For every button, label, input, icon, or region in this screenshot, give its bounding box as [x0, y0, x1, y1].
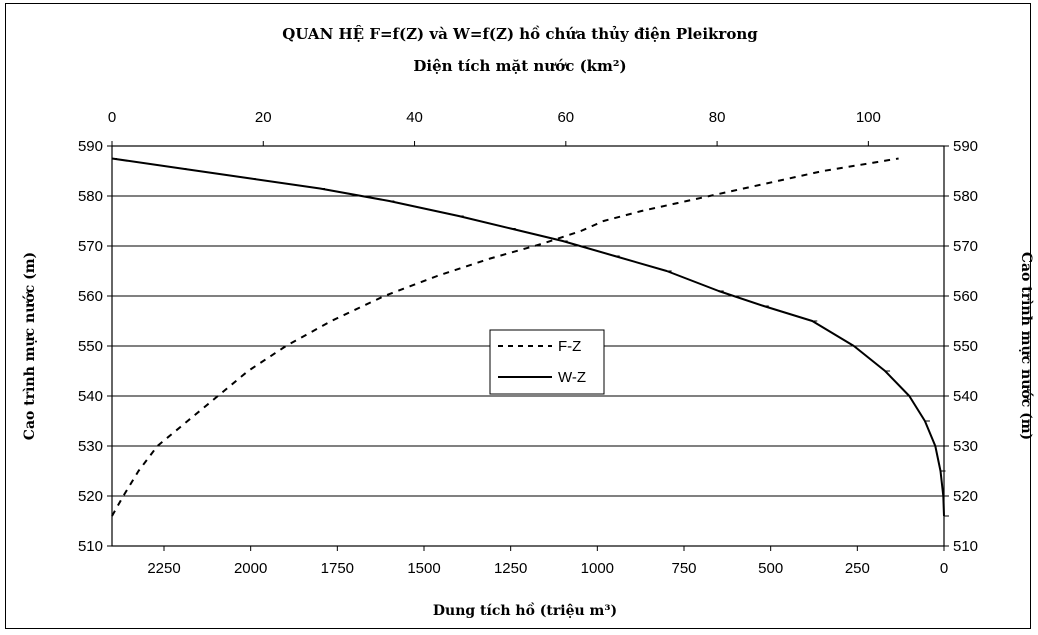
legend: F-Z W-Z	[489, 329, 605, 395]
y-right-tick-label: 510	[953, 538, 978, 555]
x-bottom-tick-label: 250	[845, 560, 870, 577]
x-bottom-tick-label: 1750	[321, 560, 354, 577]
x-bottom-tick-label: 500	[758, 560, 783, 577]
x-bottom-tick-label: 750	[671, 560, 696, 577]
y-left-tick-label: 580	[78, 188, 103, 205]
y-right-tick-label: 520	[953, 488, 978, 505]
x-bottom-tick-label: 1250	[494, 560, 527, 577]
x-top-tick-label: 40	[406, 109, 423, 126]
y-left-tick-label: 540	[78, 388, 103, 405]
y-left-tick-label: 520	[78, 488, 103, 505]
legend-box	[489, 329, 605, 395]
y-right-tick-label: 550	[953, 338, 978, 355]
y-left-tick-label: 560	[78, 288, 103, 305]
y-left-tick-label: 530	[78, 438, 103, 455]
x-bottom-tick-label: 2250	[147, 560, 180, 577]
x-bottom-axis-label: Dung tích hồ (triệu m³)	[433, 602, 617, 619]
y-right-tick-label: 530	[953, 438, 978, 455]
y-left-tick-label: 550	[78, 338, 103, 355]
chart-title: QUAN HỆ F=f(Z) và W=f(Z) hồ chứa thủy đi…	[282, 25, 758, 43]
y-right-tick-label: 580	[953, 188, 978, 205]
x-bottom-tick-label: 1000	[581, 560, 614, 577]
y-right-tick-label: 540	[953, 388, 978, 405]
y-left-tick-label: 570	[78, 238, 103, 255]
series-lines	[111, 157, 949, 517]
x-bottom-tick-label: 1500	[407, 560, 440, 577]
x-top-tick-label: 100	[856, 109, 881, 126]
x-top-tick-label: 80	[709, 109, 726, 126]
chart-frame	[5, 3, 1031, 629]
y-right-tick-label: 560	[953, 288, 978, 305]
x-bottom-tick-label: 2000	[234, 560, 267, 577]
y-right-axis-label: Cao trình mực nước (m)	[1018, 252, 1034, 440]
x-bottom-tick-label: 0	[940, 560, 948, 577]
x-top-tick-label: 0	[108, 109, 116, 126]
y-right-tick-label: 590	[953, 138, 978, 155]
legend-label-w-z: W-Z	[558, 369, 586, 386]
y-left-tick-label: 510	[78, 538, 103, 555]
series-line-f-z	[111, 157, 899, 517]
axis-ticks: 510 510 520 520 530 530 540 540 550 550 560 560 570 5…	[78, 109, 978, 577]
y-left-tick-label: 590	[78, 138, 103, 155]
legend-label-f-z: F-Z	[558, 338, 581, 355]
y-right-tick-label: 570	[953, 238, 978, 255]
x-top-tick-label: 20	[255, 109, 272, 126]
y-left-axis-label: Cao trình mực nước (m)	[22, 252, 38, 440]
x-top-axis-label: Diện tích mặt nước (km²)	[413, 57, 626, 75]
x-top-tick-label: 60	[557, 109, 574, 126]
